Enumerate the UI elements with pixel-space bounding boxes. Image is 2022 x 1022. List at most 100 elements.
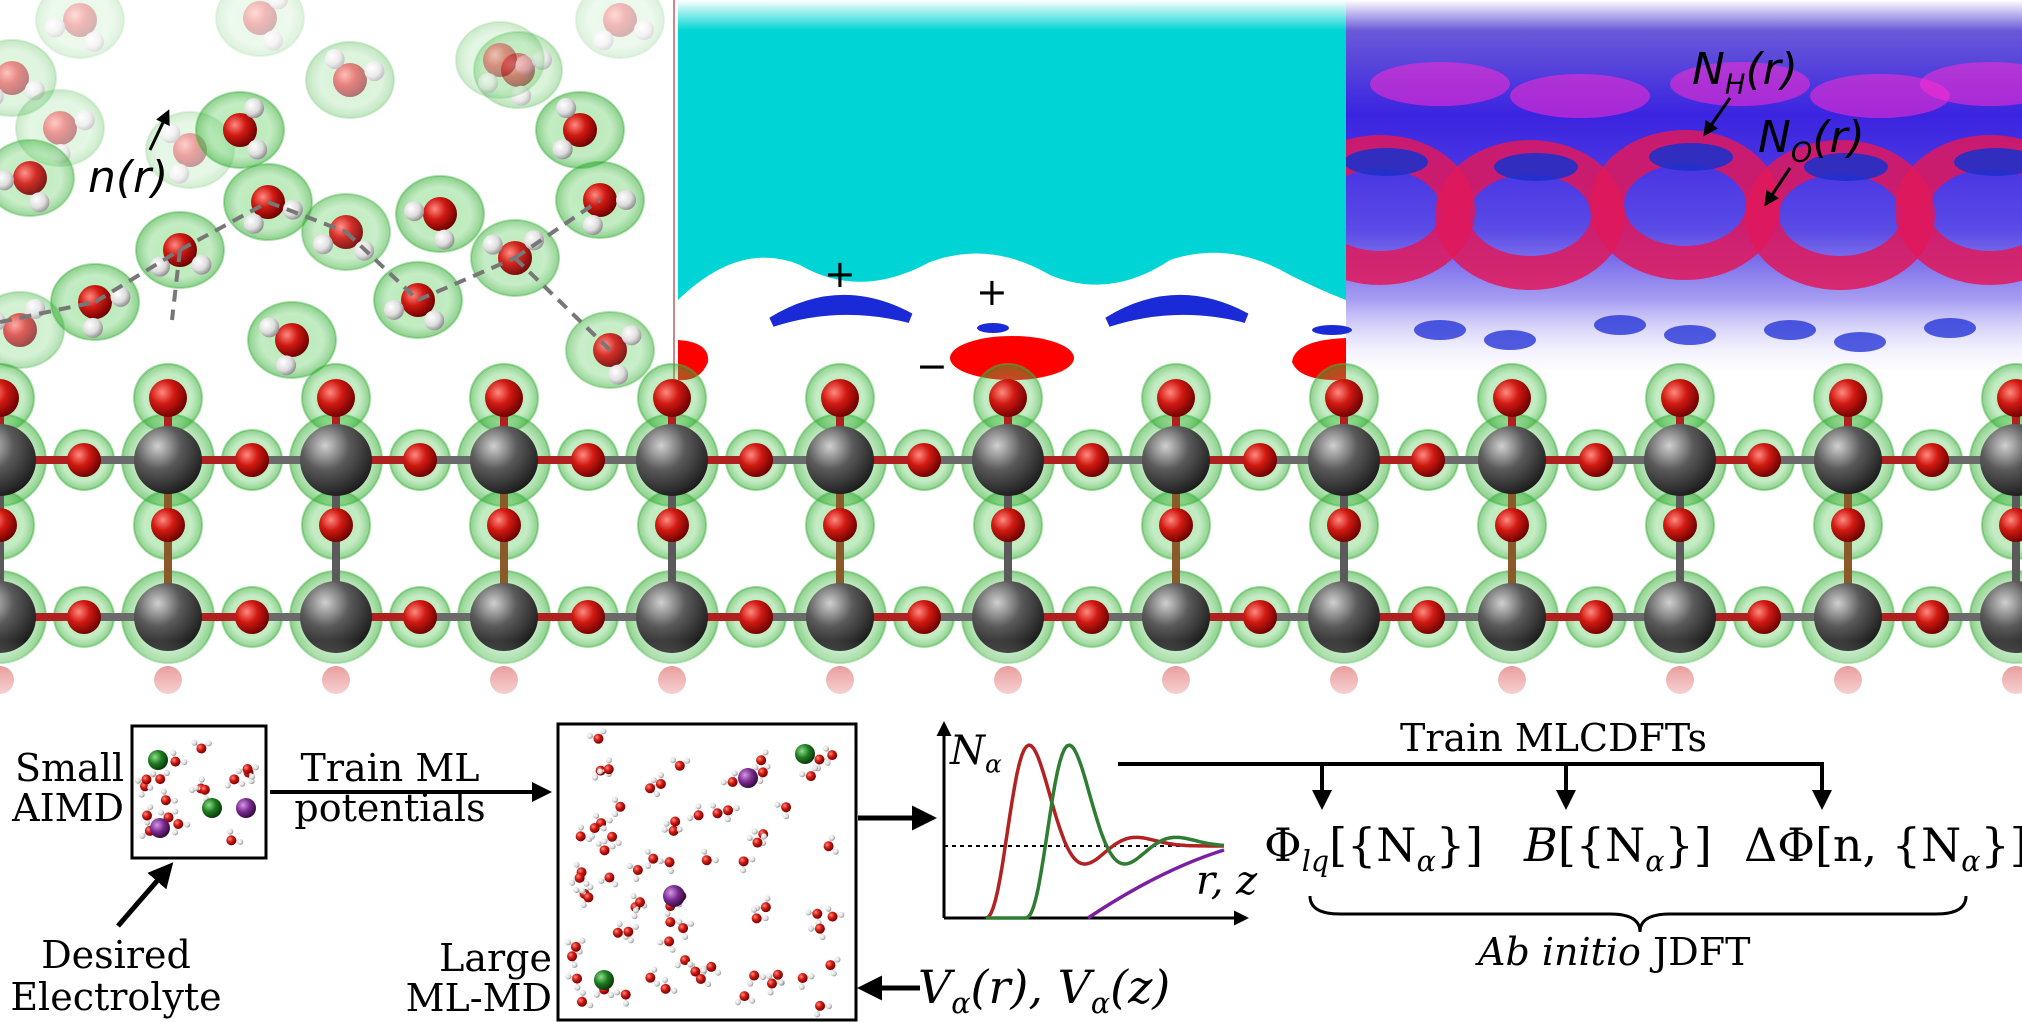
tiny-oxygen-atom [163, 812, 174, 823]
rz-axis-label: r, z [1196, 858, 1258, 904]
lattice-oxygen-atom [1243, 443, 1277, 477]
bridging-oxygen-atom [1495, 508, 1529, 542]
tiny-hydrogen-atom [605, 757, 612, 764]
metal-atom [134, 583, 202, 651]
hydrogen-bond [170, 249, 182, 321]
metal-atom [0, 424, 36, 496]
tiny-hydrogen-atom [134, 777, 141, 784]
tiny-hydrogen-atom [198, 776, 205, 783]
water-molecule [575, 0, 665, 59]
terminal-oxygen-atom [1493, 379, 1531, 417]
metal-atom [470, 583, 538, 651]
tiny-hydrogen-atom [657, 939, 664, 946]
no-pointer-arrow [1764, 167, 1792, 207]
tiny-oxygen-atom [680, 955, 691, 966]
lattice-oxygen-atom [403, 443, 437, 477]
tiny-water-molecule [774, 801, 792, 820]
tiny-oxygen-atom [812, 908, 823, 919]
tiny-water-molecule [657, 857, 675, 875]
water-hydrogen-atom [616, 190, 636, 210]
tiny-hydrogen-atom [593, 812, 600, 819]
metal-atom [134, 426, 202, 494]
desired-electrolyte-label: Desired Electrolyte [10, 933, 222, 1019]
lattice-oxygen-atom [739, 443, 773, 477]
water-hydrogen-atom [621, 325, 642, 346]
hydrogen-bond [179, 200, 269, 252]
metal-atom [972, 581, 1044, 653]
water-hydrogen-atom [169, 163, 190, 184]
tiny-hydrogen-atom [611, 796, 618, 803]
tiny-hydrogen-atom [239, 780, 246, 787]
water-hydrogen-atom [524, 230, 545, 251]
tiny-oxygen-atom [751, 913, 762, 924]
tiny-oxygen-atom [664, 857, 675, 868]
tiny-hydrogen-atom [184, 821, 191, 828]
tiny-hydrogen-atom [609, 843, 616, 850]
tiny-hydrogen-atom [163, 770, 170, 777]
water-oxygen-atom [243, 1, 277, 35]
bridging-oxygen-atom [1663, 508, 1697, 542]
tiny-hydrogen-atom [144, 819, 151, 826]
lattice-oxygen-atom [67, 443, 101, 477]
functional-delta-phi: ΔΦ[n, {Nα}] [1744, 818, 2022, 878]
h-density-speckle [1484, 330, 1536, 350]
tiny-hydrogen-atom [668, 868, 675, 875]
tiny-water-molecule [595, 840, 616, 856]
metal-atom [1814, 583, 1882, 651]
tiny-hydrogen-atom [632, 907, 639, 914]
tiny-water-molecule [738, 856, 756, 874]
tiny-hydrogen-atom [805, 909, 812, 916]
tiny-hydrogen-atom [760, 974, 767, 981]
tiny-oxygen-atom [645, 783, 656, 794]
tiny-hydrogen-atom [587, 1002, 594, 1009]
no-label: NO(r) [1758, 112, 1865, 169]
tiny-hydrogen-atom [615, 839, 622, 846]
chloride-ion [148, 750, 168, 770]
tiny-oxygen-atom [665, 917, 676, 928]
tiny-hydrogen-atom [630, 893, 637, 900]
tiny-hydrogen-atom [834, 956, 841, 963]
terminal-oxygen-atom [0, 379, 19, 417]
tiny-hydrogen-atom [774, 801, 781, 808]
water-molecule [50, 263, 140, 341]
tiny-hydrogen-atom [814, 1011, 821, 1018]
tiny-hydrogen-atom [235, 768, 242, 775]
tiny-hydrogen-atom [715, 969, 722, 976]
terminal-oxygen-atom [1157, 379, 1195, 417]
tiny-hydrogen-atom [819, 934, 826, 941]
lattice-oxygen-atom [1411, 600, 1445, 634]
tiny-hydrogen-atom [657, 771, 664, 778]
metal-atom [1980, 424, 2022, 496]
tiny-oxygen-atom [693, 810, 704, 821]
tiny-hydrogen-atom [633, 875, 640, 882]
tiny-water-molecule [611, 796, 626, 818]
lattice-oxygen-atom [235, 600, 269, 634]
water-hydrogen-atom [324, 48, 345, 69]
tiny-water-molecule [752, 764, 768, 784]
h-density-speckle [1764, 320, 1816, 340]
tiny-water-molecule [157, 808, 179, 823]
hydrogen-bond [513, 256, 612, 352]
tiny-hydrogen-atom [807, 925, 814, 932]
tiny-hydrogen-atom [762, 915, 769, 922]
tiny-hydrogen-atom [181, 759, 188, 766]
tiny-hydrogen-atom [700, 967, 707, 974]
tiny-water-molecule [678, 920, 694, 940]
tiny-hydrogen-atom [237, 838, 244, 845]
tiny-hydrogen-atom [171, 797, 178, 804]
potentials-label: Vα(r), Vα(z) [918, 960, 1171, 1020]
tiny-oxygen-atom [766, 978, 777, 989]
tiny-oxygen-atom [196, 743, 207, 754]
tiny-oxygen-atom [690, 966, 701, 977]
tiny-hydrogen-atom [580, 902, 587, 909]
lattice-oxygen-atom [1579, 600, 1613, 634]
water-molecules [0, 0, 1792, 389]
bridging-oxygen-atom [1327, 508, 1361, 542]
tiny-hydrogen-atom [157, 809, 164, 816]
tiny-oxygen-atom [668, 825, 679, 836]
lattice-oxygen-atom [1915, 443, 1949, 477]
tiny-hydrogen-atom [828, 834, 835, 841]
tiny-oxygen-atom [648, 853, 659, 864]
tiny-hydrogen-atom [712, 857, 719, 864]
